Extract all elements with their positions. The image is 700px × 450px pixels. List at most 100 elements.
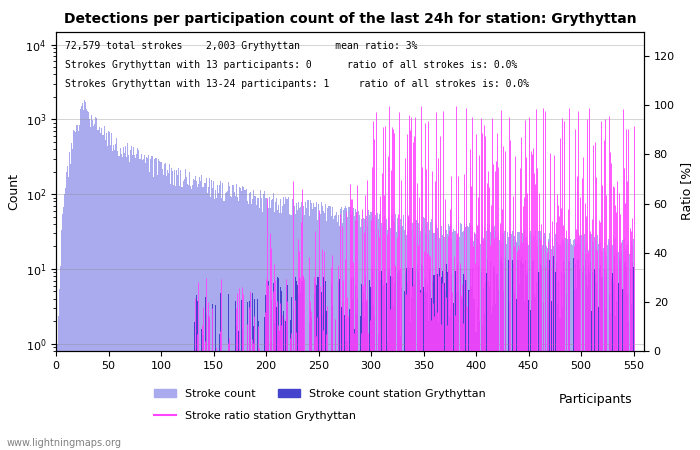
Bar: [132, 155, 133, 450]
Bar: [400, 336, 401, 450]
Bar: [204, 297, 206, 450]
Bar: [536, 240, 538, 450]
Bar: [555, 272, 556, 450]
Bar: [522, 233, 523, 450]
Bar: [253, 326, 254, 450]
Bar: [321, 202, 322, 450]
Bar: [628, 321, 629, 450]
Bar: [92, 120, 93, 450]
Bar: [410, 223, 412, 450]
Bar: [429, 270, 430, 450]
Bar: [112, 151, 113, 450]
Bar: [387, 230, 388, 450]
Bar: [356, 314, 357, 450]
Bar: [387, 342, 388, 450]
Bar: [101, 128, 102, 450]
Bar: [86, 108, 87, 450]
Bar: [252, 199, 253, 450]
Bar: [169, 164, 170, 450]
Bar: [314, 207, 315, 450]
Bar: [538, 272, 540, 450]
Bar: [305, 202, 307, 450]
Bar: [209, 178, 210, 450]
Bar: [606, 271, 607, 450]
Bar: [561, 238, 563, 450]
Bar: [533, 236, 534, 450]
Bar: [225, 192, 227, 450]
Bar: [528, 245, 529, 450]
Bar: [485, 240, 486, 450]
Bar: [179, 186, 181, 450]
Bar: [550, 245, 551, 450]
Bar: [615, 316, 616, 450]
Bar: [500, 257, 502, 450]
Bar: [94, 124, 95, 450]
Bar: [309, 309, 311, 450]
Bar: [299, 278, 300, 450]
Bar: [321, 292, 322, 450]
Bar: [526, 237, 527, 450]
Bar: [103, 135, 104, 450]
Bar: [431, 219, 433, 450]
Bar: [380, 211, 381, 450]
Bar: [208, 315, 209, 450]
Bar: [130, 150, 131, 450]
Bar: [492, 227, 493, 450]
Bar: [599, 268, 601, 450]
Bar: [296, 281, 297, 450]
Bar: [529, 233, 530, 450]
Bar: [475, 332, 477, 450]
Bar: [504, 231, 505, 450]
Bar: [215, 190, 216, 450]
Bar: [464, 276, 465, 450]
Bar: [125, 146, 126, 450]
Bar: [68, 177, 69, 450]
Bar: [277, 277, 278, 450]
Bar: [491, 225, 492, 450]
Bar: [591, 234, 592, 450]
Bar: [363, 292, 364, 450]
Bar: [303, 206, 304, 450]
Legend: Stroke ratio station Grythyttan: Stroke ratio station Grythyttan: [150, 406, 360, 425]
Bar: [412, 223, 414, 450]
Bar: [430, 290, 431, 450]
Bar: [181, 187, 183, 450]
Bar: [480, 244, 481, 450]
Bar: [569, 262, 570, 450]
Bar: [193, 179, 194, 450]
Bar: [85, 102, 86, 450]
Bar: [265, 198, 267, 450]
Bar: [271, 199, 272, 450]
Bar: [590, 235, 591, 450]
Bar: [589, 273, 590, 450]
Bar: [384, 269, 385, 450]
Bar: [173, 185, 174, 450]
Bar: [258, 321, 259, 450]
Bar: [492, 306, 493, 450]
Bar: [466, 280, 467, 450]
Bar: [116, 138, 118, 450]
Bar: [632, 244, 633, 450]
Bar: [67, 166, 68, 450]
Bar: [433, 275, 435, 450]
Bar: [228, 182, 229, 450]
Bar: [145, 163, 146, 450]
Bar: [155, 158, 156, 450]
Bar: [631, 241, 632, 450]
Bar: [194, 323, 195, 450]
Bar: [383, 223, 384, 450]
Bar: [347, 216, 349, 450]
Bar: [232, 185, 233, 450]
Bar: [445, 291, 446, 450]
Bar: [496, 274, 498, 450]
Bar: [536, 282, 538, 450]
Bar: [624, 261, 626, 450]
Bar: [363, 218, 364, 450]
Bar: [196, 295, 197, 450]
Bar: [564, 243, 565, 450]
Bar: [277, 210, 278, 450]
Bar: [575, 239, 576, 450]
Bar: [460, 268, 461, 450]
Bar: [316, 285, 317, 450]
Bar: [601, 251, 603, 450]
